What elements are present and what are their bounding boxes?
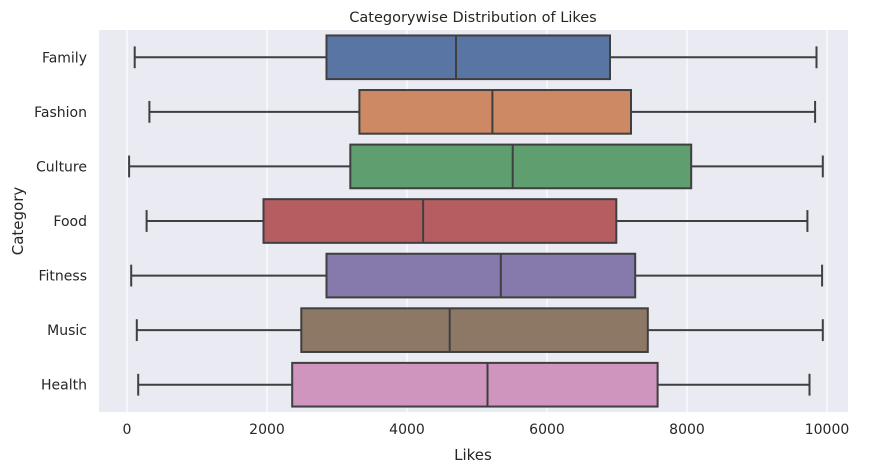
box-health [137, 361, 811, 408]
x-axis-title: Likes [454, 446, 492, 464]
y-tick-label: Fitness [39, 269, 88, 285]
box-iqr [325, 34, 611, 81]
box-family [133, 34, 818, 81]
x-tick-label: 0 [123, 422, 132, 438]
box-fashion [148, 89, 817, 135]
x-tick-label: 8000 [669, 422, 705, 438]
y-tick-labels: Family Fashion Culture Food Fitness Music Heal… [34, 50, 87, 393]
box-fitness [130, 252, 824, 299]
x-tick-label: 2000 [249, 422, 285, 438]
y-tick-label: Food [53, 214, 87, 230]
box-culture [128, 143, 824, 190]
x-tick-label: 6000 [529, 422, 565, 438]
y-tick-label: Fashion [34, 105, 87, 121]
y-tick-label: Family [42, 50, 87, 66]
y-tick-label: Music [47, 323, 87, 339]
box-iqr [262, 198, 618, 244]
box-iqr [349, 143, 693, 190]
x-tick-label: 4000 [389, 422, 425, 438]
chart-title: Categorywise Distribution of Likes [349, 10, 596, 26]
x-tick-labels: 0 2000 4000 6000 8000 10000 [123, 422, 850, 438]
y-tick-label: Health [41, 378, 87, 394]
box-iqr [325, 252, 637, 299]
box-iqr [358, 89, 632, 135]
box-iqr [291, 361, 659, 408]
box-food [145, 198, 809, 244]
y-tick-label: Culture [36, 159, 87, 175]
box-layer [128, 34, 824, 408]
box-iqr [300, 307, 649, 353]
box-music [135, 307, 824, 353]
y-axis-title: Category [9, 187, 27, 256]
x-tick-label: 10000 [805, 422, 850, 438]
